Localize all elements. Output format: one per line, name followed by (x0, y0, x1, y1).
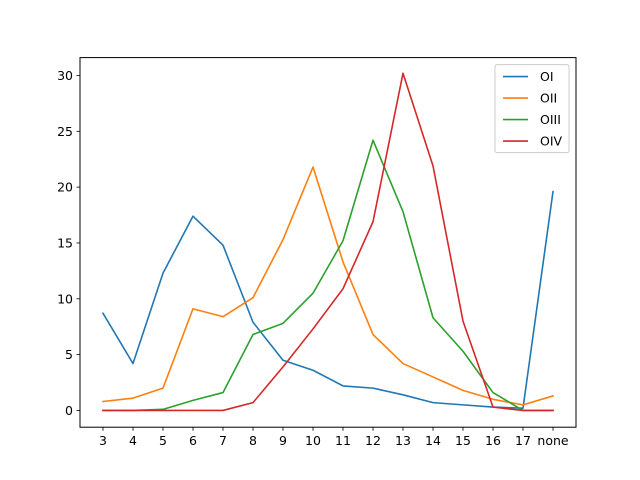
series-layer (101, 72, 554, 412)
y-tick-label: 0 (65, 403, 73, 418)
x-tick-label: 4 (129, 433, 137, 448)
x-tick-label: 8 (249, 433, 257, 448)
legend: OI OII OIII OIV (494, 64, 570, 154)
legend-label: OIV (540, 134, 563, 149)
y-tick-label: 20 (57, 180, 73, 195)
x-axis: 3 4 5 6 7 8 9 10 11 12 13 14 15 16 17 none (99, 427, 569, 448)
x-tick-label: 11 (335, 433, 351, 448)
series-line-oi (101, 190, 554, 410)
x-tick-label: 10 (305, 433, 321, 448)
plot-frame (79, 57, 577, 428)
legend-label: OIII (540, 112, 561, 127)
series-line-oiv (102, 72, 554, 412)
y-tick-label: 25 (57, 124, 73, 139)
x-tick-label: 12 (365, 433, 381, 448)
x-tick-label: none (537, 433, 568, 448)
x-tick-label: 6 (189, 433, 197, 448)
x-tick-label: 3 (99, 433, 107, 448)
x-tick-label: 17 (515, 433, 531, 448)
legend-label: OI (540, 69, 554, 84)
x-tick-label: 15 (455, 433, 471, 448)
y-tick-label: 15 (57, 235, 73, 250)
y-tick-label: 10 (57, 291, 73, 306)
x-tick-label: 16 (485, 433, 501, 448)
x-tick-label: 9 (279, 433, 287, 448)
y-tick-label: 30 (57, 68, 73, 83)
x-tick-label: 7 (219, 433, 227, 448)
x-tick-label: 13 (395, 433, 411, 448)
y-tick-label: 5 (65, 347, 73, 362)
x-tick-label: 5 (159, 433, 167, 448)
y-axis: 0 5 10 15 20 25 30 (57, 68, 80, 418)
x-tick-label: 14 (425, 433, 441, 448)
legend-box (494, 64, 570, 154)
legend-label: OII (540, 91, 557, 106)
series-line-oii (102, 166, 554, 406)
series-line-oiii (102, 139, 554, 412)
